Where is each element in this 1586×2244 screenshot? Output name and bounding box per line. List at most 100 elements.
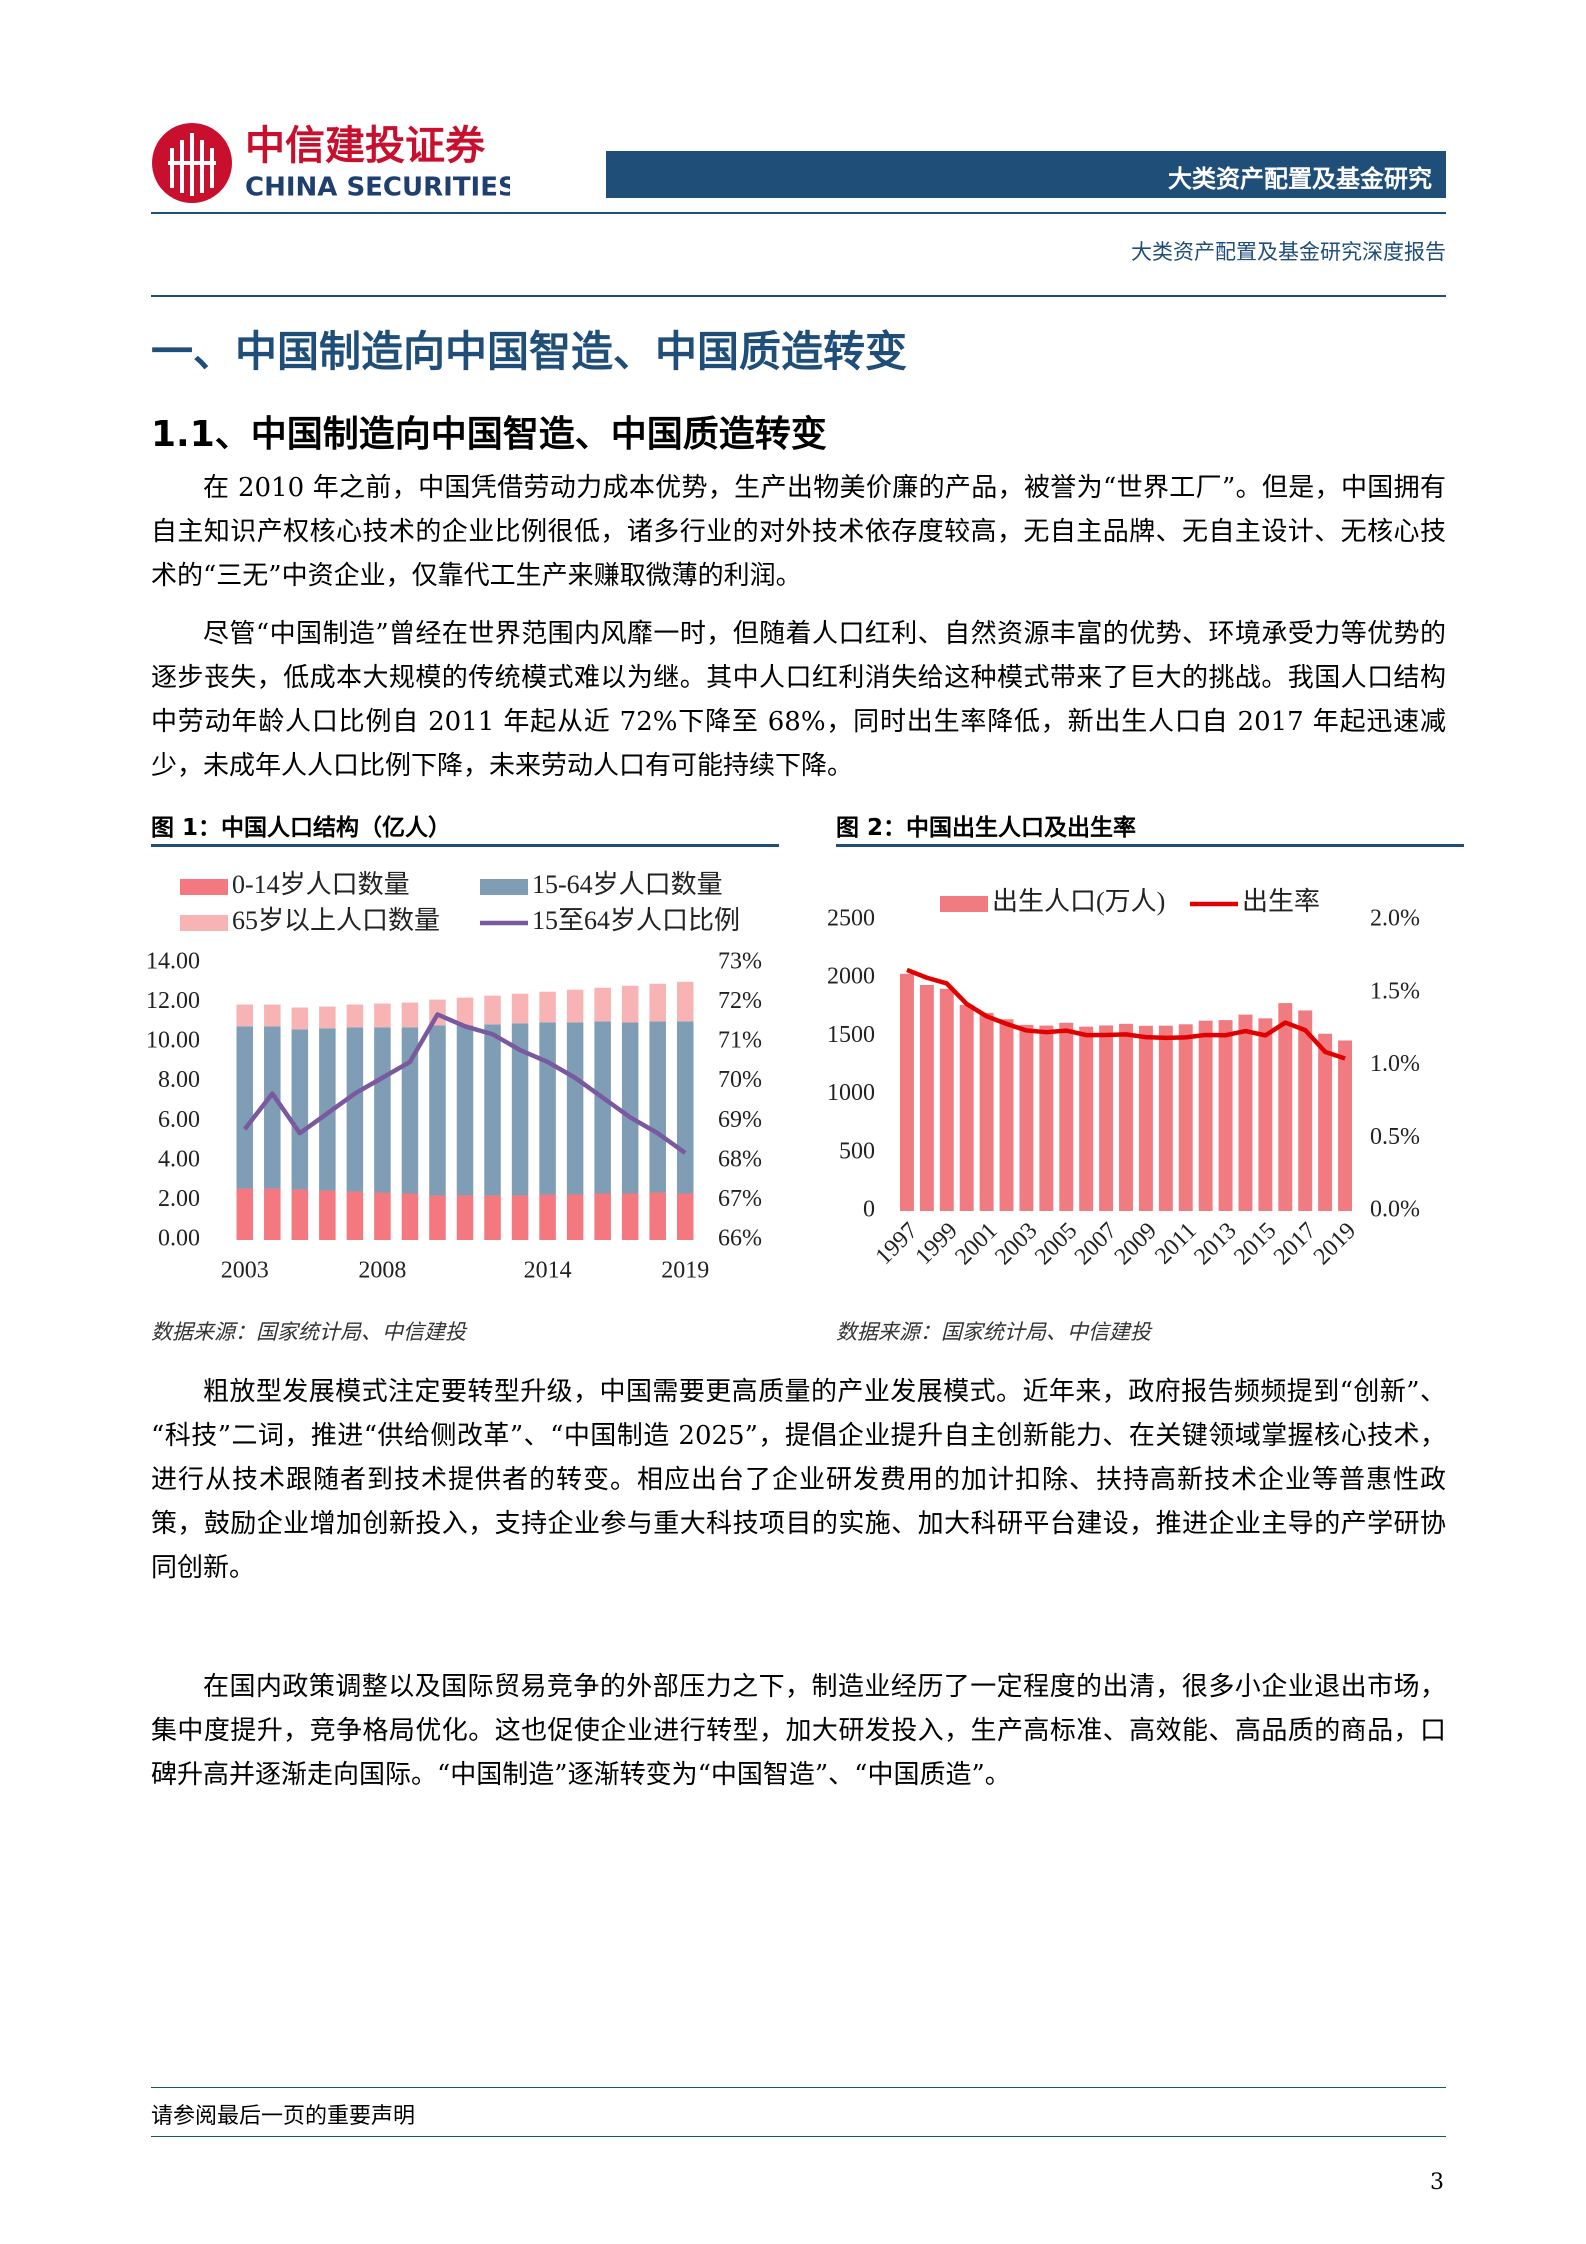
bar (346, 1027, 364, 1192)
y2-tick-label: 1.0% (1370, 1051, 1420, 1077)
bar (236, 1026, 254, 1189)
figure-caption: 图 2：中国出生人口及出生率 (836, 815, 1137, 841)
bar (346, 1004, 364, 1028)
x-tick-label: 1997 (871, 1218, 923, 1270)
bar (1318, 1033, 1333, 1211)
legend-label: 0-14岁人口数量 (232, 870, 410, 899)
bar (456, 997, 474, 1026)
x-tick-label: 2007 (1070, 1218, 1122, 1270)
bar (511, 1195, 529, 1240)
bar (1039, 1025, 1054, 1211)
y-tick-label: 0.00 (158, 1226, 200, 1252)
rule (151, 2087, 1446, 2088)
bar (346, 1191, 364, 1240)
rule (151, 212, 1446, 214)
logo-pattern (168, 133, 216, 196)
bar (401, 1002, 419, 1028)
bar (939, 988, 954, 1211)
x-tick-label: 2014 (524, 1258, 572, 1284)
y2-tick-label: 73% (718, 949, 762, 975)
bar (291, 1029, 309, 1190)
y2-tick-label: 66% (718, 1226, 762, 1252)
bar (959, 1004, 974, 1211)
heading-1: 一、中国制造向中国智造、中国质造转变 (151, 327, 908, 376)
bar (1278, 1003, 1293, 1211)
bar (511, 993, 529, 1024)
bar (236, 1188, 254, 1240)
bar (979, 1012, 994, 1211)
y2-tick-label: 67% (718, 1186, 762, 1212)
x-tick-label: 2003 (221, 1258, 269, 1284)
rule (151, 2136, 1446, 2137)
paragraph: 尽管“中国制造”曾经在世界范围内风靡一时，但随着人口红利、自然资源丰富的优势、环… (151, 619, 1446, 781)
bar (539, 991, 556, 1023)
bar (1258, 1018, 1273, 1211)
y2-tick-label: 68% (718, 1146, 762, 1172)
bar (484, 1024, 501, 1196)
bar (1178, 1024, 1193, 1211)
bar (676, 1193, 694, 1240)
figure-caption: 图 1：中国人口结构（亿人） (151, 815, 452, 841)
legend-label: 65岁以上人口数量 (232, 906, 440, 935)
bar (1198, 1020, 1213, 1211)
bar (484, 995, 501, 1025)
y-tick-label: 1500 (827, 1022, 875, 1048)
heading-2: 1.1、中国制造向中国智造、中国质造转变 (151, 414, 827, 455)
logo-en: CHINA SECURITIES (245, 173, 510, 203)
bar (594, 1021, 611, 1194)
bar (1019, 1024, 1034, 1211)
figure-source: 数据来源：国家统计局、中信建投 (151, 1320, 466, 1344)
y2-tick-label: 70% (718, 1067, 762, 1093)
banner-text: 大类资产配置及基金研究 (1168, 165, 1432, 193)
y2-tick-label: 71% (718, 1028, 762, 1054)
x-tick-label: 2015 (1229, 1218, 1281, 1270)
bar (1099, 1025, 1114, 1211)
bar (264, 1026, 281, 1189)
bar (374, 1003, 391, 1028)
banner: 大类资产配置及基金研究 (606, 151, 1446, 198)
bar (649, 983, 666, 1022)
x-tick-label: 2013 (1189, 1218, 1241, 1270)
x-tick-label: 2001 (950, 1218, 1002, 1270)
line (906, 967, 1346, 1061)
y-tick-label: 4.00 (158, 1146, 200, 1172)
bar (1158, 1025, 1173, 1211)
bar (429, 1195, 446, 1240)
x-tick-label: 2017 (1269, 1218, 1321, 1270)
y2-tick-label: 72% (718, 988, 762, 1014)
bar (1238, 1014, 1253, 1211)
bar (429, 1025, 446, 1196)
bar (594, 1193, 611, 1240)
y-tick-label: 6.00 (158, 1107, 200, 1133)
y2-tick-label: 0.5% (1370, 1124, 1420, 1150)
y2-tick-label: 0.0% (1370, 1197, 1420, 1223)
bar (566, 1022, 584, 1195)
bar (1298, 1010, 1313, 1211)
bar (919, 984, 934, 1211)
bar (1059, 1022, 1074, 1211)
x-tick-label: 2005 (1030, 1218, 1082, 1270)
y-tick-label: 500 (839, 1138, 875, 1164)
bar (319, 1028, 336, 1191)
bar (484, 1195, 501, 1240)
legend-marker (180, 915, 228, 931)
footer-notice: 请参阅最后一页的重要声明 (151, 2104, 416, 2129)
bar (649, 1192, 666, 1240)
bar (236, 1004, 254, 1027)
y-tick-label: 0 (863, 1197, 875, 1223)
y-tick-label: 2.00 (158, 1186, 200, 1212)
y-tick-label: 1000 (827, 1080, 875, 1106)
y2-tick-label: 69% (718, 1107, 762, 1133)
bar (264, 1004, 281, 1027)
bar (566, 989, 584, 1023)
logo-cn: 中信建投证券 (245, 123, 486, 169)
bar (319, 1190, 336, 1240)
bar (291, 1007, 309, 1030)
report-subtitle: 大类资产配置及基金研究深度报告 (1131, 240, 1446, 264)
legend-label: 15-64岁人口数量 (532, 870, 723, 899)
legend-label: 出生人口(万人) (992, 887, 1165, 916)
bar (649, 1021, 666, 1193)
y-tick-label: 8.00 (158, 1067, 200, 1093)
bar (539, 1194, 556, 1240)
